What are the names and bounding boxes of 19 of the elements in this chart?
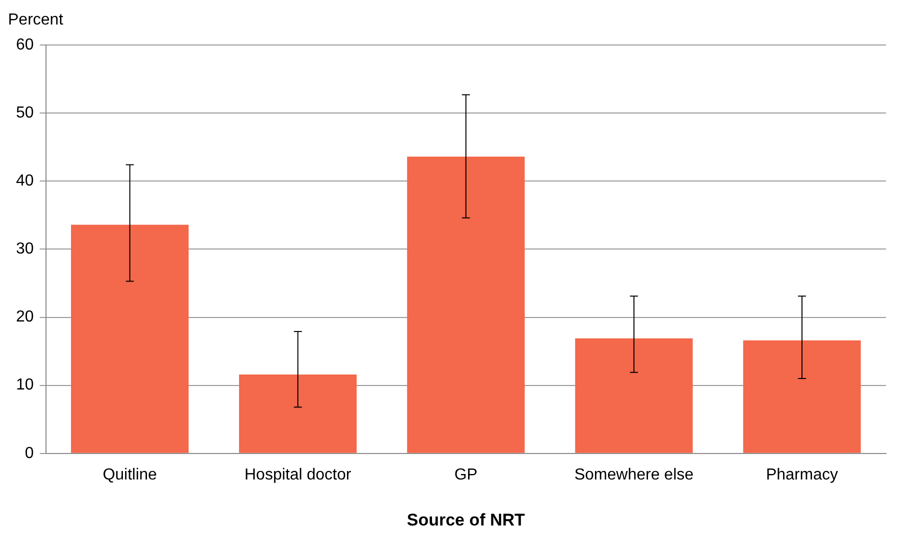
y-tick-label: 40: [16, 172, 34, 190]
bar: [71, 224, 189, 453]
x-axis-title: Source of NRT: [406, 510, 526, 530]
y-axis-title: Percent: [8, 11, 64, 28]
y-tick-label: 30: [16, 240, 34, 258]
y-tick-label: 0: [24, 444, 34, 462]
x-tick-label: Quitline: [102, 466, 158, 484]
y-tick-label: 20: [16, 308, 34, 326]
bar: [239, 374, 357, 453]
y-tick-label: 60: [16, 36, 34, 54]
bar: [407, 156, 525, 453]
y-tick-label: 10: [16, 376, 34, 394]
x-tick-label: Pharmacy: [766, 466, 838, 484]
y-tick-label: 50: [16, 104, 34, 122]
bar: [575, 338, 693, 453]
x-tick-label: GP: [454, 466, 478, 484]
x-tick-label: Hospital doctor: [244, 466, 352, 484]
x-tick-label: Somewhere else: [574, 466, 694, 484]
bar: [743, 340, 861, 453]
